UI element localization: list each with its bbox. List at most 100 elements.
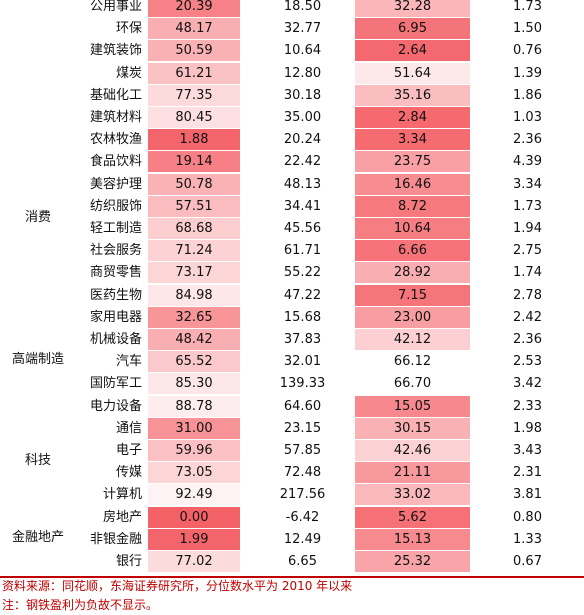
industry-name: 房地产 (102, 509, 142, 525)
value-cell: 21.11 (355, 462, 470, 485)
value-cell: 47.22 (283, 287, 322, 303)
industry-name: 建筑材料 (89, 110, 142, 125)
industry-name: 汽车 (115, 354, 142, 370)
value-cell: 2.64 (355, 40, 470, 63)
value-cell: 2.31 (513, 465, 542, 481)
value-cell: 8.72 (355, 195, 470, 218)
value-cell: 1.74 (513, 265, 542, 281)
value-cell: 66.70 (355, 373, 470, 396)
source-note: 资料来源：同花顺，东海证券研究所，分位数水平为 2010 年以来 (2, 579, 353, 593)
value-cell: 64.60 (283, 398, 322, 414)
value-cell: 72.48 (283, 465, 322, 481)
industry-name: 商贸零售 (89, 265, 142, 281)
value-cell: 12.49 (283, 531, 322, 547)
value-cell: 1.98 (513, 420, 542, 436)
industry-name: 社会服务 (89, 243, 142, 259)
footnote: 注：钢铁盈利为负故不显示。 (2, 598, 159, 612)
value-cell: 1.50 (513, 21, 542, 37)
value-cell: 80.45 (148, 107, 240, 129)
industry-name: 食品饮料 (89, 154, 142, 170)
value-cell: 23.00 (355, 306, 470, 329)
value-cell: 59.96 (148, 440, 240, 462)
value-cell: 19.14 (148, 151, 240, 174)
value-cell: 1.03 (513, 110, 542, 125)
value-cell: 2.53 (513, 354, 542, 370)
industry-name: 家用电器 (89, 309, 142, 325)
value-cell: 5.62 (355, 506, 470, 529)
value-cell: 2.75 (513, 243, 542, 259)
value-cell: 32.65 (148, 306, 240, 329)
industry-name: 轻工制造 (89, 221, 142, 236)
value-cell: 50.59 (148, 40, 240, 63)
value-cell: 77.35 (148, 84, 240, 107)
industry-name: 机械设备 (89, 332, 142, 347)
industry-name: 农林牧渔 (89, 132, 142, 148)
industry-name: 建筑装饰 (89, 43, 142, 59)
value-cell: 12.80 (283, 65, 322, 81)
industry-name: 传媒 (115, 465, 142, 481)
value-cell: 0.00 (148, 506, 240, 529)
group-label: 高端制造 (11, 352, 64, 367)
value-cell: 30.15 (355, 417, 470, 440)
value-cell: 48.42 (148, 329, 240, 351)
value-cell: 51.64 (355, 62, 470, 85)
industry-name: 基础化工 (89, 87, 142, 103)
value-cell: 42.12 (355, 329, 470, 351)
value-cell: 1.73 (513, 0, 542, 14)
value-cell: 1.39 (513, 65, 542, 81)
value-cell: 10.64 (283, 43, 322, 59)
value-cell: 71.24 (148, 240, 240, 263)
value-cell: 68.68 (148, 218, 240, 240)
value-cell: 10.64 (355, 218, 470, 240)
value-cell: 2.36 (513, 332, 542, 347)
value-cell: 57.85 (283, 443, 322, 458)
industry-name: 电子 (115, 443, 142, 458)
value-cell: 16.46 (355, 173, 470, 196)
value-cell: 57.51 (148, 195, 240, 218)
value-cell: 84.98 (148, 284, 240, 307)
value-cell: 3.43 (513, 443, 542, 458)
value-cell: 23.75 (355, 151, 470, 174)
industry-name: 医药生物 (89, 287, 142, 303)
value-cell: 2.36 (513, 132, 542, 148)
group-label: 金融地产 (11, 530, 64, 545)
value-cell: 28.92 (355, 262, 470, 285)
value-cell: 88.78 (148, 395, 240, 418)
value-cell: 1.99 (148, 528, 240, 551)
value-cell: 3.42 (513, 376, 542, 392)
value-cell: 25.32 (355, 551, 470, 573)
value-cell: 0.80 (513, 509, 542, 525)
value-cell: 1.94 (513, 221, 542, 236)
value-cell: 61.71 (283, 243, 322, 259)
value-cell: -6.42 (285, 509, 320, 525)
group-label: 消费 (24, 210, 51, 225)
value-cell: 23.15 (283, 420, 322, 436)
value-cell: 1.88 (148, 129, 240, 152)
value-cell: 42.46 (355, 440, 470, 462)
value-cell: 35.00 (283, 110, 322, 125)
value-cell: 6.65 (288, 554, 317, 569)
value-cell: 34.41 (283, 198, 322, 214)
value-cell: 73.05 (148, 462, 240, 485)
industry-name: 公用事业 (89, 0, 142, 14)
value-cell: 3.34 (513, 176, 542, 192)
value-cell: 6.66 (355, 240, 470, 263)
value-cell: 92.49 (148, 484, 240, 507)
industry-name: 电力设备 (89, 398, 142, 414)
value-cell: 3.81 (513, 487, 542, 503)
footer-rule (0, 576, 584, 578)
value-cell: 31.00 (148, 417, 240, 440)
value-cell: 55.22 (283, 265, 322, 281)
value-cell: 66.12 (355, 351, 470, 374)
value-cell: 3.34 (355, 129, 470, 152)
industry-name: 通信 (115, 420, 142, 436)
value-cell: 77.02 (148, 551, 240, 573)
value-cell: 20.39 (148, 0, 240, 18)
value-cell: 2.33 (513, 398, 542, 414)
value-cell: 45.56 (283, 221, 322, 236)
value-cell: 32.77 (283, 21, 322, 37)
value-cell: 7.15 (355, 284, 470, 307)
value-cell: 85.30 (148, 373, 240, 396)
value-cell: 50.78 (148, 173, 240, 196)
